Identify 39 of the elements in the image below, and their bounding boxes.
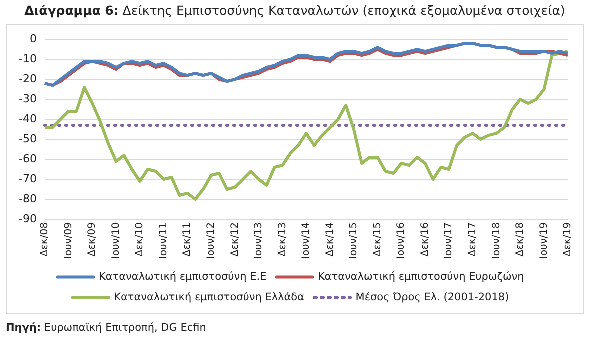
x-tick-label: Δεκ/14 — [324, 222, 336, 257]
x-tick-label: Ιουν/09 — [63, 222, 74, 260]
y-tick-label: -50 — [19, 132, 37, 146]
x-tick-label: Ιουν/19 — [538, 222, 550, 260]
x-tick-label: Ιουν/11 — [158, 222, 170, 260]
x-tick-label: Δεκ/18 — [515, 222, 526, 257]
x-tick-label: Δεκ/10 — [134, 222, 146, 257]
y-tick-label: -70 — [19, 172, 37, 186]
chart-title: Διάγραμμα 6: Δείκτης Εμπιστοσύνης Καταναλωτών (εποχικά εξομαλυμένα στοιχεία) — [24, 3, 566, 18]
x-tick-label: Δεκ/11 — [182, 222, 194, 257]
x-tick-label: Ιουν/18 — [491, 222, 502, 260]
x-tick-label: Ιουν/13 — [254, 222, 265, 260]
x-tick-label: Δεκ/12 — [230, 222, 241, 257]
legend-label: Μέσος Όρος Ελ. (2001-2018) — [356, 291, 510, 304]
x-tick-label: Δεκ/13 — [277, 222, 288, 257]
x-tick-label: Ιουν/15 — [348, 222, 360, 260]
x-tick-label: Ιουν/12 — [206, 222, 217, 260]
y-tick-label: -30 — [19, 92, 37, 106]
legend-label: Καταναλωτική εμπιστοσύνη Ελλάδα — [114, 291, 305, 304]
x-tick-label: Δεκ/16 — [420, 222, 431, 257]
x-tick-label: Δεκ/09 — [87, 222, 98, 257]
x-tick-label: Δεκ/19 — [562, 222, 574, 257]
y-tick-label: 0 — [30, 32, 37, 46]
x-tick-label: Δεκ/08 — [40, 222, 51, 257]
y-tick-label: -10 — [19, 52, 37, 66]
legend-label: Καταναλωτική εμπιστοσύνη Ε.Ε — [98, 270, 267, 283]
x-tick-label: Δεκ/15 — [372, 222, 384, 257]
x-tick-label: Ιουν/14 — [301, 222, 312, 260]
y-tick-label: -20 — [19, 72, 37, 86]
x-tick-label: Ιουν/16 — [396, 222, 408, 260]
y-tick-label: -60 — [19, 152, 37, 166]
y-tick-label: -80 — [19, 192, 37, 206]
x-tick-label: Δεκ/17 — [467, 222, 478, 257]
y-tick-label: -40 — [19, 112, 37, 126]
x-tick-label: Ιουν/17 — [444, 222, 455, 260]
y-tick-label: -90 — [19, 212, 37, 226]
legend-label: Καταναλωτική εμπιστοσύνη Ευρωζώνη — [318, 270, 524, 283]
x-tick-label: Ιουν/10 — [110, 222, 122, 260]
text: Πηγή: Ευρωπαϊκή Επιτροπή, DG Ecfin — [6, 322, 206, 334]
